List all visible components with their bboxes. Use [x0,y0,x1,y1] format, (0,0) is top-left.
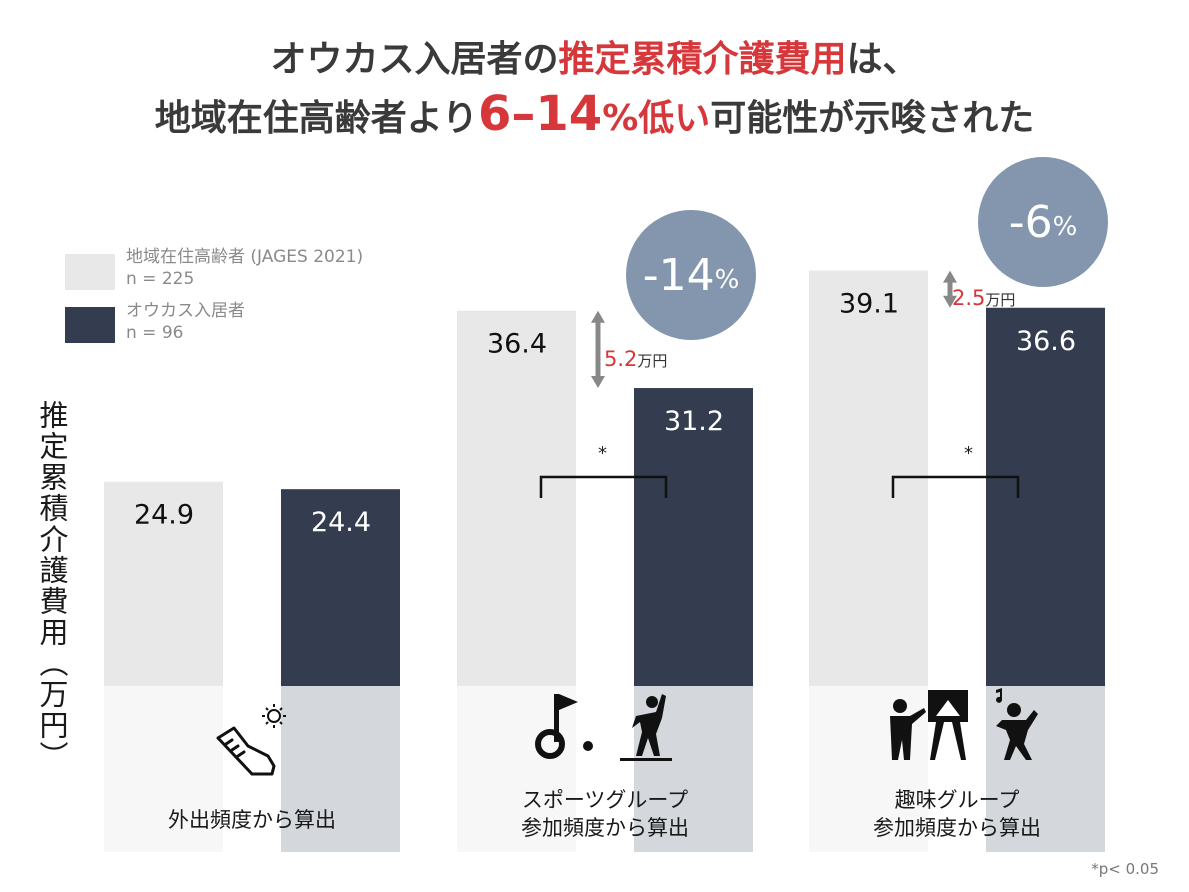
bar-value-label: 24.4 [311,507,371,538]
difference-arrow-head [591,376,605,389]
bar-community [457,310,576,686]
bar-value-label: 36.4 [487,329,547,360]
painting-and-music-icon [890,688,1038,760]
badge-value: -14 [642,249,715,301]
title-range: 6–14 [477,86,603,142]
legend-swatch-community [65,254,115,290]
bar-lower-residents [986,686,1105,852]
bar-community [809,270,928,686]
category-line: 外出頻度から算出 [168,808,336,832]
legend-name: 地域在住高齢者 (JAGES 2021) [126,247,364,267]
badge-unit: % [714,265,740,295]
badge-unit: % [1052,212,1078,242]
bar-residents [986,307,1105,686]
reduction-badge-hobby: -6% [978,157,1108,287]
difference-label-hobby: 2.5万円 [952,286,1015,310]
bar-value-label: 39.1 [839,289,899,320]
bar-residents [634,388,753,686]
title-part: 可能性が示唆された [710,98,1035,139]
badge-value: -6 [1008,196,1053,248]
bar-lower-residents [281,686,400,852]
difference-arrow-head [943,295,957,308]
legend-label-community: 地域在住高齢者 (JAGES 2021) n = 225 [126,246,363,290]
legend-n: n = 96 [126,323,184,343]
legend-swatch-residents [65,307,115,343]
bar-value-label: 36.6 [1016,326,1076,357]
title-part: 地域在住高齢者より [154,98,478,139]
significance-star-sports: * [598,443,607,464]
difference-unit: 万円 [985,291,1016,309]
category-label-sports: スポーツグループ 参加頻度から算出 [457,786,753,842]
title-highlight: %低い [602,98,711,139]
legend-name: オウカス入居者 [126,301,245,321]
bar-residents [281,489,400,686]
legend-label-residents: オウカス入居者 n = 96 [126,300,245,344]
title-highlight: 推定累積介護費用 [558,39,847,80]
category-line: スポーツグループ [521,788,689,812]
significance-star-hobby: * [964,443,973,464]
significance-bracket [539,475,668,498]
bar-value-label: 24.9 [134,500,194,531]
bar-value-label: 31.2 [664,406,724,437]
difference-arrow-head [591,310,605,323]
category-line: 参加頻度から算出 [521,816,689,840]
y-axis-label: 推定累積介護費用（万円） [35,400,69,772]
category-line: 趣味グループ [894,788,1020,812]
difference-value: 2.5 [952,286,986,310]
title-line-1: オウカス入居者の推定累積介護費用は、 [0,30,1189,82]
title-part: は、 [846,39,919,80]
reduction-badge-sports: -14% [626,210,756,340]
title-part: オウカス入居者の [270,39,559,80]
bar-community [104,481,223,686]
sneaker-sun-icon [216,704,286,776]
legend-n: n = 225 [126,269,195,289]
footnote: *p< 0.05 [1091,860,1159,878]
significance-bracket [891,475,1020,498]
difference-label-sports: 5.2万円 [604,347,667,371]
category-label-hobby: 趣味グループ 参加頻度から算出 [809,786,1105,842]
golf-and-athlete-icon [535,694,672,761]
category-label-outing: 外出頻度から算出 [104,806,400,834]
difference-value: 5.2 [604,347,638,371]
title-line-2: 地域在住高齢者より6–14%低い可能性が示唆された [0,86,1189,142]
bar-lower-community [104,686,223,852]
difference-arrow-head [943,270,957,283]
bar-lower-community [809,686,928,852]
difference-unit: 万円 [637,352,668,370]
category-line: 参加頻度から算出 [873,816,1041,840]
